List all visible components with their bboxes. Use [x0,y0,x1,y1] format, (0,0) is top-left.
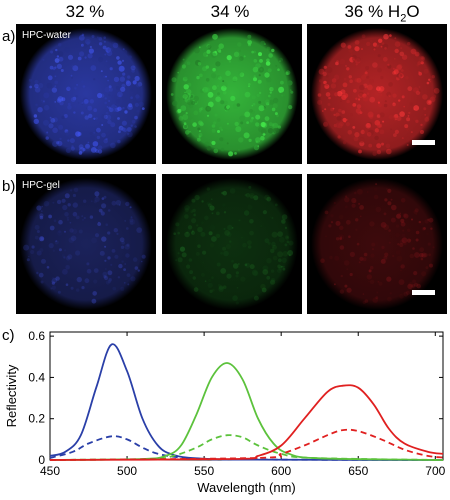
column-heading-36: 36 % H2O [312,2,450,24]
y-axis-label: Reflectivity [4,364,19,427]
column-heading-32: 32 % [65,2,105,21]
micrograph-texture [311,28,443,160]
column-heading-34: 34 % [210,2,250,21]
chart-panel-label: c) [2,327,15,344]
micrograph-b-red [307,174,447,314]
reflectivity-chart: c) 450 500 550 600 650 700 0 0.2 0.4 0.6 Wavelengt… [2,327,446,495]
inset-label-hpc-water: HPC-water [22,30,71,41]
series-line-2 [49,362,444,461]
micrograph-a-red [307,24,447,164]
scale-bar [412,140,435,145]
x-tick-label: 700 [425,464,445,478]
micrograph-a-green [162,24,302,164]
x-tick-label: 450 [40,464,60,478]
micrograph-texture [166,178,298,310]
micrograph-texture [166,28,298,160]
y-tick-label: 0 [38,453,45,467]
x-tick-label: 550 [194,464,214,478]
column-heading-36-tail: O [406,2,420,21]
series-line-3 [49,434,444,461]
series-line-5 [49,428,444,461]
micrograph-a-blue [16,24,156,164]
micrograph-b-blue [16,174,156,314]
scale-bar [412,290,435,295]
micrograph-texture [311,178,443,310]
inset-label-hpc-gel: HPC-gel [22,180,60,191]
x-tick-label: 600 [271,464,291,478]
x-tick-label: 500 [117,464,137,478]
series-line-0 [49,343,444,461]
series-line-4 [49,384,444,461]
y-tick-label: 0.4 [28,370,45,384]
y-tick-label: 0.6 [28,329,45,343]
column-heading-36-text: 36 % H [344,2,401,21]
x-axis-label: Wavelength (nm) [197,480,296,495]
y-tick-label: 0.2 [28,412,45,426]
row-label-a: a) [2,28,16,45]
series-line-1 [49,435,444,461]
micrograph-b-green [162,174,302,314]
row-label-b: b) [2,178,16,195]
column-heading-36-subscript: 2 [400,12,407,25]
micrograph-texture [20,178,152,310]
micrograph-texture [20,28,152,160]
x-tick-label: 650 [348,464,368,478]
